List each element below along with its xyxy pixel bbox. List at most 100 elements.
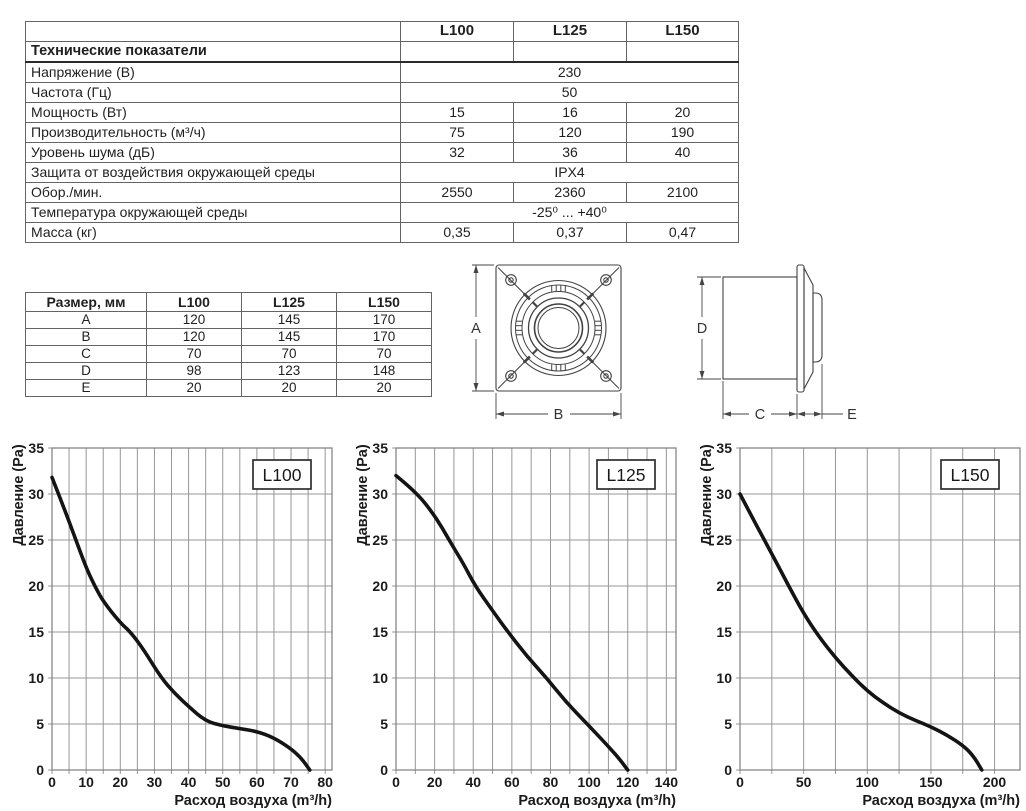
dim-e-label: E bbox=[847, 407, 857, 423]
dim-c-label: C bbox=[755, 407, 765, 423]
chart-l125: 0 20 40 60 80 100 120 140 0 5 10 15 20 25 30 35Давление… bbox=[355, 440, 678, 809]
y-tick-label: 15 bbox=[28, 624, 44, 640]
y-tick-label: 0 bbox=[724, 762, 732, 778]
y-tick-label: 20 bbox=[372, 578, 388, 594]
table-cell: 190 bbox=[626, 122, 739, 143]
x-tick-label: 80 bbox=[543, 774, 559, 790]
table-cell: Уровень шума (дБ) bbox=[25, 142, 401, 163]
table-cell: C bbox=[25, 345, 147, 363]
dim-d-label: D bbox=[697, 321, 707, 337]
y-tick-label: 35 bbox=[716, 440, 732, 456]
y-tick-label: 15 bbox=[716, 624, 732, 640]
table-cell: Мощность (Вт) bbox=[25, 102, 401, 123]
table-cell: 70 bbox=[241, 345, 337, 363]
table-cell: 2100 bbox=[626, 182, 739, 203]
table-cell: 15 bbox=[400, 102, 514, 123]
y-tick-label: 25 bbox=[28, 532, 44, 548]
fan-side-art bbox=[722, 264, 823, 393]
dimension-e: E bbox=[797, 364, 857, 423]
x-tick-label: 140 bbox=[655, 774, 679, 790]
y-tick-label: 35 bbox=[372, 440, 388, 456]
table-cell: 50 bbox=[400, 82, 739, 103]
table-cell: L100 bbox=[400, 21, 514, 42]
table-cell: 145 bbox=[241, 311, 337, 329]
plot-border bbox=[395, 447, 677, 771]
x-tick-label: 120 bbox=[616, 774, 640, 790]
table-row: A 120 145 170 bbox=[25, 311, 432, 329]
y-tick-label: 20 bbox=[28, 578, 44, 594]
y-tick-label: 5 bbox=[724, 716, 732, 732]
x-tick-label: 50 bbox=[215, 774, 231, 790]
y-tick-label: 20 bbox=[716, 578, 732, 594]
x-tick-label: 20 bbox=[113, 774, 129, 790]
x-tick-label: 0 bbox=[736, 774, 744, 790]
dimension-a: A bbox=[471, 264, 494, 392]
y-tick-label: 25 bbox=[716, 532, 732, 548]
table-row: L100 L125 L150 bbox=[25, 21, 739, 42]
table-cell: Температура окружающей среды bbox=[25, 202, 401, 223]
screw-icon bbox=[600, 274, 612, 286]
table-cell: 20 bbox=[626, 102, 739, 123]
x-tick-label: 60 bbox=[249, 774, 265, 790]
size-table: Размер, мм L100 L125 L150 A 120 145 170 B 120 145 1… bbox=[25, 292, 432, 397]
table-cell: IPX4 bbox=[400, 162, 739, 183]
table-cell: E bbox=[25, 379, 147, 397]
table-cell: Напряжение (В) bbox=[25, 61, 401, 83]
table-row: Мощность (Вт) 15 16 20 bbox=[25, 102, 739, 123]
x-tick-label: 100 bbox=[856, 774, 880, 790]
side-view-drawing: D C E bbox=[697, 264, 857, 423]
screw-icon bbox=[505, 370, 517, 382]
performance-curve bbox=[50, 475, 312, 772]
table-row: Технические показатели bbox=[25, 41, 739, 63]
y-tick-label: 30 bbox=[28, 486, 44, 502]
size-table-body: Размер, мм L100 L125 L150 A 120 145 170 B 120 145 1… bbox=[25, 292, 432, 397]
y-tick-label: 25 bbox=[372, 532, 388, 548]
y-tick-label: 10 bbox=[372, 670, 388, 686]
plot-area: 0 20 40 60 80 100 120 140 0 5 10 15 20 25 30 35Давление… bbox=[355, 440, 678, 809]
table-cell: 98 bbox=[146, 362, 242, 380]
table-row: Уровень шума (дБ) 32 36 40 bbox=[25, 142, 739, 163]
x-tick-label: 50 bbox=[796, 774, 812, 790]
table-cell: 170 bbox=[336, 328, 432, 346]
table-cell: 148 bbox=[336, 362, 432, 380]
y-tick-label: 35 bbox=[28, 440, 44, 456]
performance-curve bbox=[738, 492, 984, 772]
table-cell: Частота (Гц) bbox=[25, 82, 401, 103]
table-cell: L125 bbox=[513, 21, 627, 42]
x-tick-label: 70 bbox=[283, 774, 299, 790]
x-axis-label: Расход воздуха (m³/h) bbox=[174, 793, 332, 809]
table-cell: 70 bbox=[146, 345, 242, 363]
table-cell: -25⁰ ... +40⁰ bbox=[400, 202, 739, 223]
table-cell: 120 bbox=[513, 122, 627, 143]
model-label: L125 bbox=[607, 465, 646, 485]
x-tick-label: 20 bbox=[427, 774, 443, 790]
y-tick-label: 30 bbox=[716, 486, 732, 502]
spec-table-body: L100 L125 L150 Технические показатели Напряж… bbox=[25, 21, 739, 243]
x-tick-label: 100 bbox=[577, 774, 601, 790]
fan-front-art bbox=[495, 264, 622, 392]
table-cell: 123 bbox=[241, 362, 337, 380]
table-cell: L150 bbox=[336, 292, 432, 312]
x-axis-label: Расход воздуха (m³/h) bbox=[862, 793, 1020, 809]
plot-border bbox=[739, 447, 1021, 771]
table-row: Температура окружающей среды -25⁰ ... +40… bbox=[25, 202, 739, 223]
plot-border bbox=[51, 447, 333, 771]
screw-icon bbox=[600, 370, 612, 382]
table-cell: 120 bbox=[146, 328, 242, 346]
y-tick-label: 0 bbox=[36, 762, 44, 778]
table-cell: 2360 bbox=[513, 182, 627, 203]
y-tick-label: 30 bbox=[372, 486, 388, 502]
model-label: L100 bbox=[263, 465, 302, 485]
dim-a-label: A bbox=[471, 321, 481, 337]
front-view-drawing: A B bbox=[471, 264, 622, 423]
table-cell: 2550 bbox=[400, 182, 514, 203]
table-cell: Защита от воздействия окружающей среды bbox=[25, 162, 401, 183]
table-cell: 20 bbox=[241, 379, 337, 397]
table-row: Защита от воздействия окружающей среды IP… bbox=[25, 162, 739, 183]
table-cell bbox=[513, 41, 627, 63]
x-tick-label: 40 bbox=[181, 774, 197, 790]
x-tick-label: 60 bbox=[504, 774, 520, 790]
dimension-c: C bbox=[722, 381, 798, 423]
